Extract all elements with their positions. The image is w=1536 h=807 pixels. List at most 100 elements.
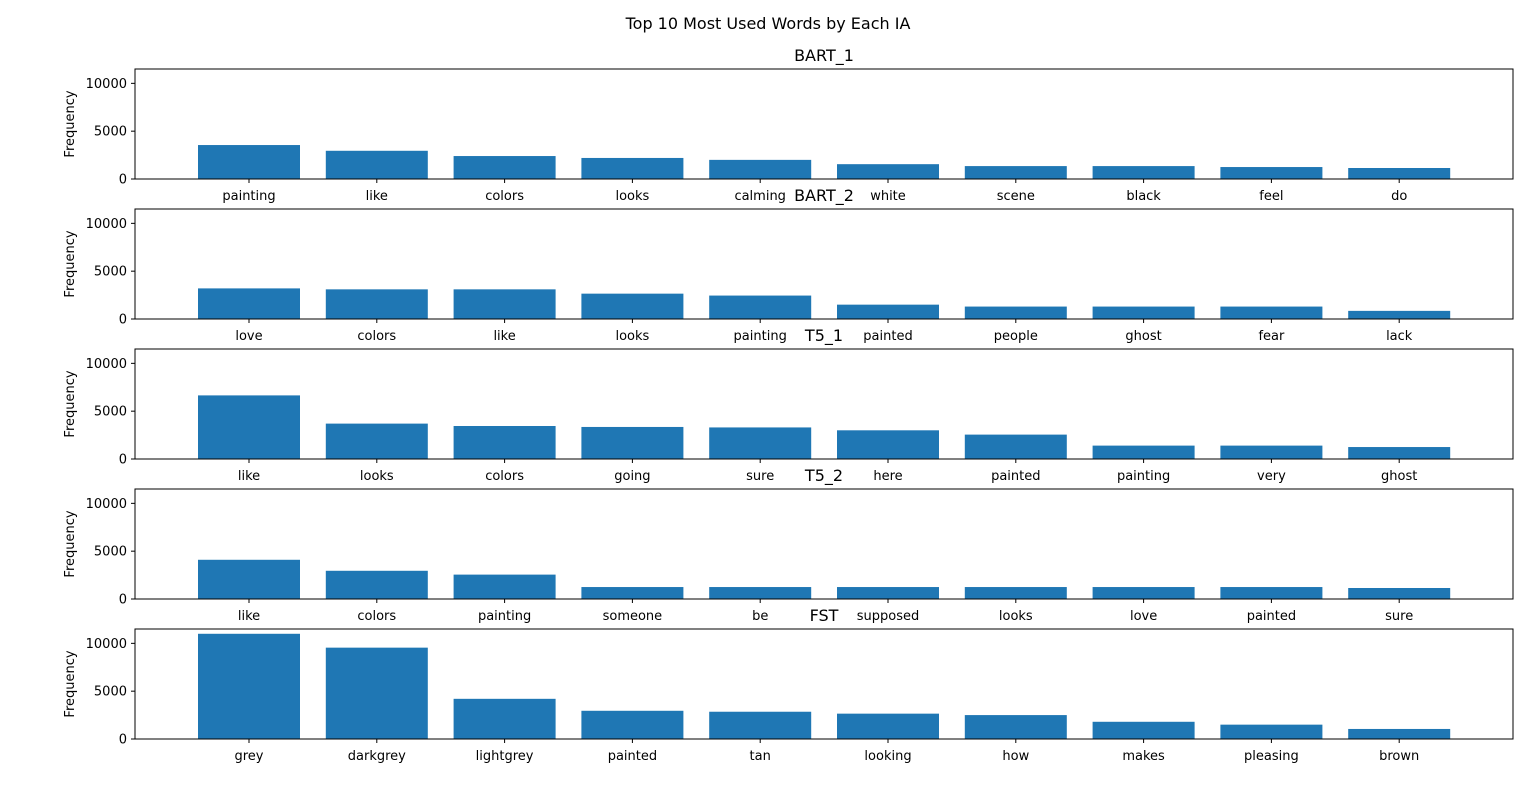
x-tick-label: like [238, 469, 260, 484]
y-tick-label: 0 [119, 733, 127, 748]
x-tick-label: ghost [1125, 329, 1161, 344]
bar-bart-2-love [198, 288, 300, 319]
bar-bart-1-black [1092, 166, 1195, 179]
x-tick-label: pleasing [1244, 749, 1299, 764]
y-axis-label: Frequency [63, 650, 78, 717]
bar-bart-1-scene [964, 166, 1067, 179]
y-tick-label: 0 [119, 453, 127, 468]
y-tick-label: 10000 [86, 497, 127, 512]
x-tick-label: colors [357, 329, 396, 344]
x-tick-label: like [238, 609, 260, 624]
bar-t5-1-like [198, 395, 300, 459]
x-tick-label: going [614, 469, 650, 484]
y-tick-label: 5000 [94, 265, 127, 280]
x-tick-label: painted [608, 749, 657, 764]
bar-fst-painted [581, 710, 684, 739]
x-tick-label: fear [1258, 329, 1285, 344]
bar-fst-pleasing [1220, 724, 1323, 739]
x-tick-label: how [1002, 749, 1029, 764]
subplot-title: FST [810, 606, 839, 625]
bar-bart-1-looks [581, 157, 684, 179]
x-tick-label: brown [1379, 749, 1419, 764]
x-tick-label: painted [863, 329, 912, 344]
x-tick-label: painting [1117, 469, 1170, 484]
y-axis-label: Frequency [63, 90, 78, 157]
subplot-title: BART_1 [794, 46, 854, 66]
x-tick-label: darkgrey [348, 749, 406, 764]
bar-bart-1-like [325, 150, 428, 179]
x-tick-label: like [366, 189, 388, 204]
x-tick-label: looks [615, 189, 649, 204]
bar-fst-tan [709, 711, 812, 739]
bar-t5-2-looks [964, 587, 1067, 599]
bar-bart-2-ghost [1092, 306, 1195, 319]
bar-t5-1-sure [709, 427, 812, 459]
axes-frame [134, 628, 1514, 740]
bar-bart-1-feel [1220, 167, 1323, 179]
y-tick-label: 5000 [94, 545, 127, 560]
x-tick-label: painting [478, 609, 531, 624]
x-tick-label: painting [734, 329, 787, 344]
bar-bart-1-calming [709, 159, 812, 179]
y-axis-label: Frequency [63, 230, 78, 297]
bar-t5-2-like [198, 559, 300, 599]
x-tick-label: grey [234, 749, 263, 764]
bar-bart-2-colors [325, 289, 428, 319]
x-tick-label: ghost [1381, 469, 1417, 484]
bar-t5-2-be [709, 587, 812, 599]
y-tick-label: 5000 [94, 685, 127, 700]
bar-fst-lightgrey [453, 698, 556, 739]
subplot-title: T5_1 [804, 326, 843, 346]
bar-bart-1-white [837, 164, 939, 179]
x-tick-label: looks [999, 609, 1033, 624]
y-tick-label: 10000 [86, 77, 127, 92]
x-tick-label: white [870, 189, 906, 204]
x-tick-label: calming [734, 189, 786, 204]
x-tick-label: colors [485, 469, 524, 484]
bar-bart-2-looks [581, 293, 684, 319]
bar-bart-2-painted [837, 304, 939, 319]
bar-t5-2-painted [1220, 587, 1323, 599]
bar-bart-2-fear [1220, 306, 1323, 319]
bar-t5-2-colors [325, 570, 428, 599]
x-tick-label: looks [360, 469, 394, 484]
y-axis-label: Frequency [63, 510, 78, 577]
x-tick-label: feel [1259, 189, 1283, 204]
bar-t5-2-love [1092, 587, 1195, 599]
axes-frame [134, 208, 1514, 320]
axes-frame [134, 68, 1514, 180]
x-tick-label: people [994, 329, 1038, 344]
y-tick-label: 5000 [94, 125, 127, 140]
bar-t5-1-painted [964, 434, 1067, 459]
y-tick-label: 0 [119, 173, 127, 188]
x-tick-label: painted [1247, 609, 1296, 624]
bar-bart-1-painting [198, 145, 300, 179]
x-tick-label: very [1257, 469, 1286, 484]
bar-bart-2-painting [709, 295, 812, 319]
bar-bart-2-like [453, 289, 556, 319]
bar-fst-darkgrey [325, 647, 428, 739]
x-tick-label: sure [746, 469, 774, 484]
y-tick-label: 10000 [86, 357, 127, 372]
x-tick-label: scene [997, 189, 1035, 204]
x-tick-label: painted [991, 469, 1040, 484]
x-tick-label: someone [603, 609, 663, 624]
x-tick-label: do [1391, 189, 1407, 204]
x-tick-label: colors [485, 189, 524, 204]
bar-t5-1-very [1220, 445, 1323, 459]
bar-t5-1-going [581, 426, 684, 459]
x-tick-label: looking [864, 749, 911, 764]
x-tick-label: lightgrey [476, 749, 534, 764]
subplot-title: BART_2 [794, 186, 854, 206]
x-tick-label: love [1130, 609, 1157, 624]
bar-t5-1-colors [453, 426, 556, 459]
x-tick-label: lack [1386, 329, 1413, 344]
axes-frame [134, 348, 1514, 460]
x-tick-label: like [493, 329, 515, 344]
y-tick-label: 0 [119, 313, 127, 328]
bar-t5-1-here [837, 430, 939, 459]
y-tick-label: 0 [119, 593, 127, 608]
x-tick-label: tan [750, 749, 771, 764]
